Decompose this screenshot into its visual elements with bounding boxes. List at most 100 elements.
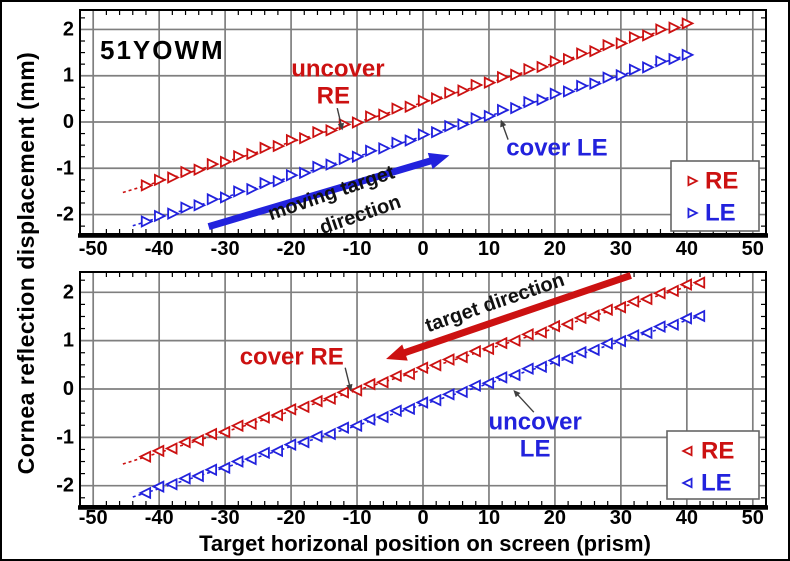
data-marker (177, 472, 191, 485)
data-marker (468, 379, 481, 392)
data-marker (193, 163, 207, 177)
x-tick-label: -20 (277, 507, 306, 529)
x-tick-label: -10 (343, 238, 372, 260)
x-tick-label: 40 (676, 238, 698, 260)
data-marker (220, 155, 233, 169)
x-tick-label: 20 (544, 507, 566, 529)
annotation-pointer-arrow (344, 367, 353, 392)
series-le-bottom (132, 309, 706, 500)
data-marker (154, 209, 167, 223)
data-marker (652, 320, 666, 333)
data-marker (272, 139, 286, 153)
data-marker (177, 435, 191, 449)
data-marker (391, 102, 405, 115)
data-marker (217, 425, 231, 439)
data-marker (600, 337, 613, 350)
data-marker (283, 402, 297, 416)
data-marker (230, 455, 244, 468)
data-marker (534, 360, 547, 374)
legend-label-le: LE (701, 470, 732, 497)
data-marker (336, 386, 349, 399)
data-marker (615, 36, 629, 50)
annotation-label: uncover (291, 55, 384, 82)
data-marker (204, 463, 218, 477)
data-marker (217, 461, 231, 475)
data-marker (270, 408, 283, 422)
x-tick-label: 40 (676, 507, 698, 529)
data-marker (573, 311, 587, 325)
data-marker (259, 176, 273, 190)
data-marker (639, 292, 653, 306)
y-tick-label: 2 (63, 18, 74, 40)
data-marker (483, 109, 497, 123)
data-marker (602, 71, 616, 84)
data-marker (338, 152, 352, 166)
data-marker (600, 303, 613, 317)
x-tick-label: -40 (145, 238, 174, 260)
data-marker (444, 86, 457, 100)
data-marker (589, 77, 603, 90)
data-marker (417, 94, 431, 108)
data-marker (563, 52, 576, 66)
data-marker (349, 384, 363, 397)
data-marker (164, 442, 178, 455)
x-tick-label: 0 (417, 238, 428, 260)
data-marker (655, 23, 669, 36)
data-marker (520, 362, 534, 376)
data-marker (589, 44, 603, 58)
data-marker (576, 47, 589, 60)
data-marker (233, 149, 246, 163)
data-marker (586, 309, 600, 322)
data-marker (296, 435, 310, 449)
data-marker (404, 134, 418, 147)
x-tick-label: -50 (79, 238, 108, 260)
data-marker (468, 344, 481, 358)
data-marker (164, 477, 178, 491)
data-marker (246, 182, 260, 196)
data-marker (441, 353, 455, 366)
annotation-label: cover LE (506, 134, 607, 161)
series-re-bottom (122, 276, 706, 465)
data-marker (573, 345, 587, 359)
data-marker (312, 160, 326, 174)
data-marker (549, 55, 563, 68)
data-marker (140, 215, 154, 228)
data-marker (510, 68, 523, 82)
data-marker (687, 207, 699, 219)
data-marker (325, 158, 339, 171)
x-tick-label: -40 (145, 507, 174, 529)
data-marker (151, 480, 165, 494)
x-tick-label: -30 (211, 238, 240, 260)
y-tick-label: 1 (63, 65, 74, 87)
data-marker (191, 469, 204, 483)
gridlines (80, 272, 766, 506)
data-marker (206, 157, 220, 171)
data-marker (642, 61, 655, 74)
data-marker (246, 147, 260, 161)
x-tick-label: 10 (478, 507, 500, 529)
data-marker (378, 142, 392, 155)
data-marker (272, 174, 286, 188)
data-marker (312, 125, 326, 139)
data-marker (457, 117, 471, 131)
data-marker (692, 276, 706, 289)
data-marker (180, 201, 194, 214)
legend-label-re: RE (701, 438, 734, 465)
data-marker (576, 79, 589, 93)
data-marker (692, 309, 706, 323)
y-tick-label: -2 (56, 475, 74, 497)
data-marker (154, 173, 167, 187)
data-marker (365, 144, 378, 158)
data-marker (536, 93, 550, 107)
data-marker (613, 300, 626, 314)
x-tick-label: -50 (79, 507, 108, 529)
data-marker (204, 427, 218, 441)
x-tick-label: 10 (478, 238, 500, 260)
data-marker (444, 119, 457, 133)
data-marker (441, 387, 455, 401)
annotation-label: LE (520, 435, 551, 462)
data-marker (547, 319, 561, 333)
data-marker (299, 166, 312, 180)
